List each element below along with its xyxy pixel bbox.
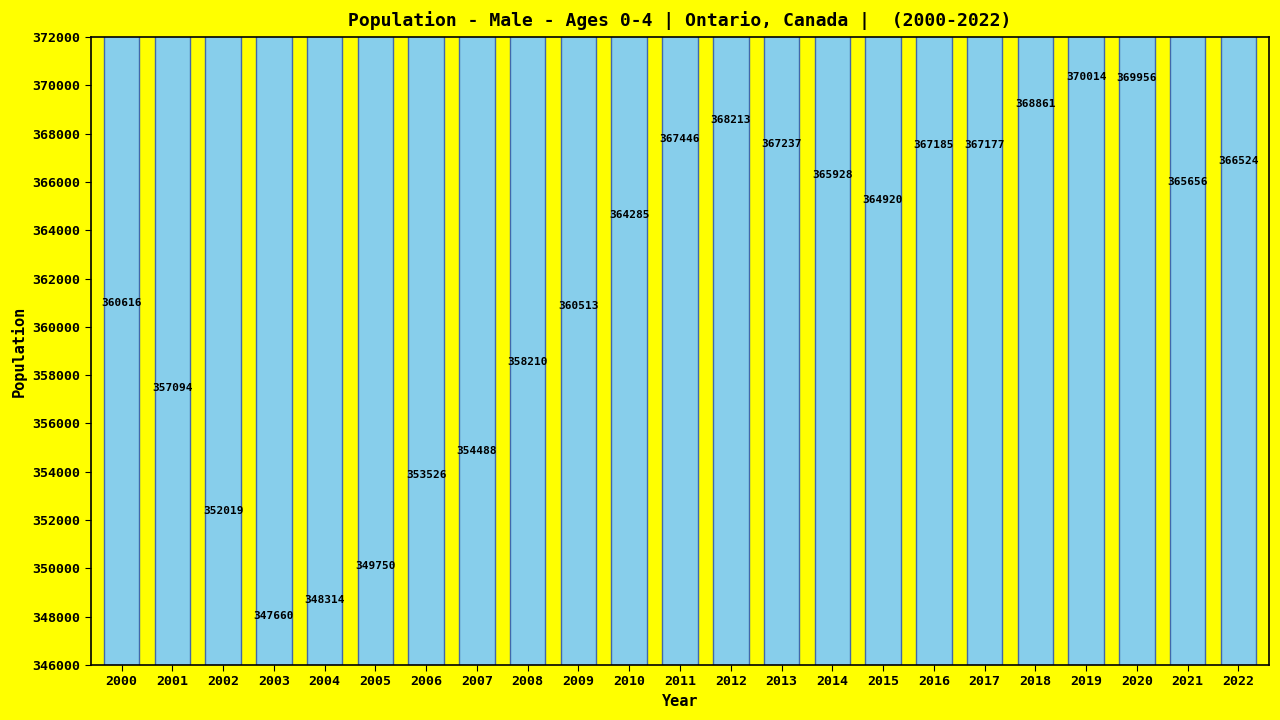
Text: 368861: 368861	[1015, 99, 1056, 109]
Bar	[104, 0, 140, 665]
Title: Population - Male - Ages 0-4 | Ontario, Canada |  (2000-2022): Population - Male - Ages 0-4 | Ontario, …	[348, 11, 1011, 30]
Text: 364920: 364920	[863, 194, 904, 204]
Text: 358210: 358210	[507, 356, 548, 366]
Bar	[1018, 0, 1053, 665]
Bar	[612, 0, 646, 665]
Bar	[155, 0, 189, 665]
Text: 348314: 348314	[305, 595, 344, 606]
Text: 364285: 364285	[609, 210, 649, 220]
Text: 365928: 365928	[812, 170, 852, 180]
Bar	[865, 0, 901, 665]
Text: 367446: 367446	[659, 133, 700, 143]
Text: 369956: 369956	[1116, 73, 1157, 83]
Text: 367237: 367237	[762, 138, 801, 148]
Bar	[307, 0, 342, 665]
Text: 365656: 365656	[1167, 176, 1208, 186]
Bar	[1170, 0, 1206, 665]
Text: 354488: 354488	[457, 446, 497, 456]
Bar	[357, 0, 393, 665]
Bar	[814, 0, 850, 665]
Bar	[916, 0, 951, 665]
Text: 352019: 352019	[202, 506, 243, 516]
Bar	[561, 0, 596, 665]
Text: 353526: 353526	[406, 469, 447, 480]
Bar	[408, 0, 444, 665]
Y-axis label: Population: Population	[12, 305, 27, 397]
Bar	[256, 0, 292, 665]
Text: 360513: 360513	[558, 301, 599, 311]
Text: 360616: 360616	[101, 298, 142, 308]
Bar	[205, 0, 241, 665]
Text: 357094: 357094	[152, 384, 192, 393]
Bar	[764, 0, 799, 665]
Text: 370014: 370014	[1066, 71, 1106, 81]
Text: 368213: 368213	[710, 115, 751, 125]
Bar	[1221, 0, 1256, 665]
Text: 367185: 367185	[914, 140, 954, 150]
Bar	[713, 0, 749, 665]
Text: 347660: 347660	[253, 611, 294, 621]
Bar	[509, 0, 545, 665]
Text: 366524: 366524	[1219, 156, 1258, 166]
Text: 367177: 367177	[964, 140, 1005, 150]
Bar	[966, 0, 1002, 665]
Bar	[662, 0, 698, 665]
Text: 349750: 349750	[355, 561, 396, 571]
X-axis label: Year: Year	[662, 694, 698, 709]
Bar	[1119, 0, 1155, 665]
Bar	[1069, 0, 1103, 665]
Bar	[460, 0, 494, 665]
